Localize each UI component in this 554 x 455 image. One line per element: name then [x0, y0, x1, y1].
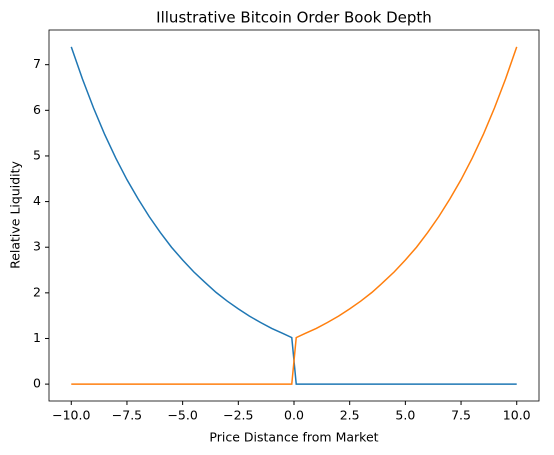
x-tick-label: −7.5: [112, 408, 142, 423]
plot-frame: [48, 29, 540, 402]
x-tick-label: 10.0: [503, 408, 531, 423]
y-tick-label: 3: [33, 239, 41, 254]
x-tick-label: 7.5: [451, 408, 471, 423]
y-tick-label: 5: [33, 147, 41, 162]
y-tick-label: 6: [33, 102, 41, 117]
y-tick-label: 7: [33, 56, 41, 71]
x-tick-label: 0.0: [284, 408, 304, 423]
x-tick-label: −2.5: [223, 408, 253, 423]
x-tick-label: 2.5: [340, 408, 360, 423]
x-axis-label: Price Distance from Market: [209, 430, 378, 445]
series-line: [71, 46, 518, 385]
chart-title: Illustrative Bitcoin Order Book Depth: [156, 9, 432, 27]
series-line: [70, 46, 517, 385]
y-axis-label: Relative Liquidity: [8, 160, 23, 268]
x-tick-label: 5.0: [395, 408, 415, 423]
y-tick-label: 1: [33, 330, 41, 345]
x-tick-label: −10.0: [52, 408, 90, 423]
y-tick-label: 0: [33, 376, 41, 391]
y-tick-label: 4: [33, 193, 41, 208]
y-tick-label: 2: [33, 284, 41, 299]
x-tick-label: −5.0: [167, 408, 197, 423]
